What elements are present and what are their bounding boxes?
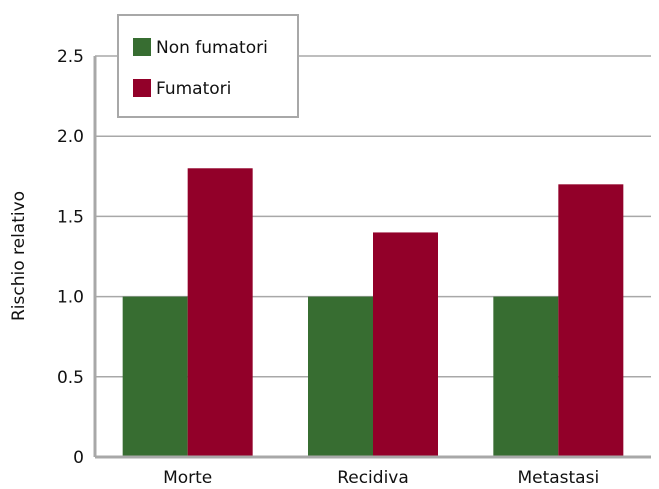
y-tick-label: 2.0 <box>57 127 84 147</box>
legend-swatch-non-fumatori <box>133 38 151 56</box>
bar-non-fumatori-morte <box>122 296 188 457</box>
category-label-recidiva: Recidiva <box>337 468 409 488</box>
legend-box <box>117 14 299 118</box>
legend-label-non-fumatori: Non fumatori <box>156 38 268 58</box>
legend-label-fumatori: Fumatori <box>156 79 231 99</box>
bars <box>122 168 624 457</box>
axes <box>93 56 651 459</box>
y-axis-title: Rischio relativo <box>9 191 29 321</box>
y-tick-label: 0.5 <box>57 368 84 388</box>
y-tick-label: 2.5 <box>57 47 84 67</box>
bar-fumatori-recidiva <box>373 232 438 457</box>
legend-swatch-fumatori <box>133 79 151 97</box>
category-label-metastasi: Metastasi <box>517 468 599 488</box>
category-labels: Morte Recidiva Metastasi <box>163 468 599 488</box>
y-tick-label: 1.0 <box>57 288 84 308</box>
bar-non-fumatori-metastasi <box>493 296 559 457</box>
y-tick-labels: 0 0.5 1.0 1.5 2.0 2.5 <box>57 47 84 468</box>
bar-non-fumatori-recidiva <box>308 296 373 457</box>
y-tick-label: 1.5 <box>57 207 84 227</box>
bar-fumatori-morte <box>187 168 253 457</box>
category-label-morte: Morte <box>163 468 212 488</box>
y-tick-label: 0 <box>73 448 84 468</box>
legend: Non fumatori Fumatori <box>117 14 299 118</box>
bar-fumatori-metastasi <box>558 184 624 457</box>
